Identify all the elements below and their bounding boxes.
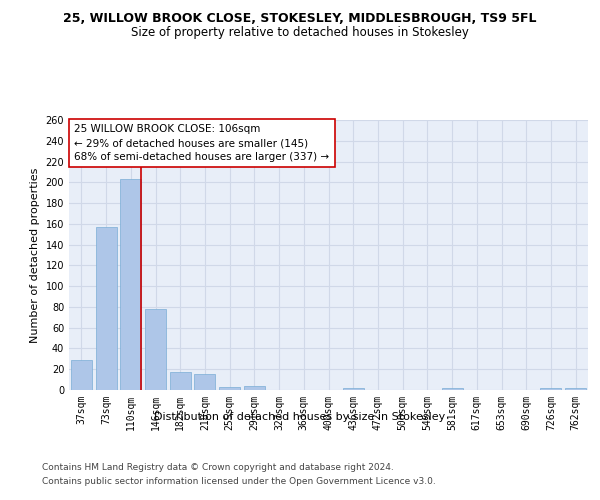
Bar bbox=[71, 360, 92, 390]
Bar bbox=[95, 227, 116, 390]
Text: Contains public sector information licensed under the Open Government Licence v3: Contains public sector information licen… bbox=[42, 478, 436, 486]
Text: Contains HM Land Registry data © Crown copyright and database right 2024.: Contains HM Land Registry data © Crown c… bbox=[42, 462, 394, 471]
Bar bbox=[442, 388, 463, 390]
Bar bbox=[170, 372, 191, 390]
Text: Size of property relative to detached houses in Stokesley: Size of property relative to detached ho… bbox=[131, 26, 469, 39]
Bar bbox=[194, 374, 215, 390]
Bar bbox=[145, 309, 166, 390]
Y-axis label: Number of detached properties: Number of detached properties bbox=[30, 168, 40, 342]
Bar bbox=[244, 386, 265, 390]
Bar bbox=[541, 388, 562, 390]
Text: 25 WILLOW BROOK CLOSE: 106sqm
← 29% of detached houses are smaller (145)
68% of : 25 WILLOW BROOK CLOSE: 106sqm ← 29% of d… bbox=[74, 124, 329, 162]
Bar bbox=[219, 387, 240, 390]
Bar bbox=[120, 179, 141, 390]
Text: Distribution of detached houses by size in Stokesley: Distribution of detached houses by size … bbox=[154, 412, 446, 422]
Bar bbox=[343, 388, 364, 390]
Text: 25, WILLOW BROOK CLOSE, STOKESLEY, MIDDLESBROUGH, TS9 5FL: 25, WILLOW BROOK CLOSE, STOKESLEY, MIDDL… bbox=[63, 12, 537, 26]
Bar bbox=[565, 388, 586, 390]
